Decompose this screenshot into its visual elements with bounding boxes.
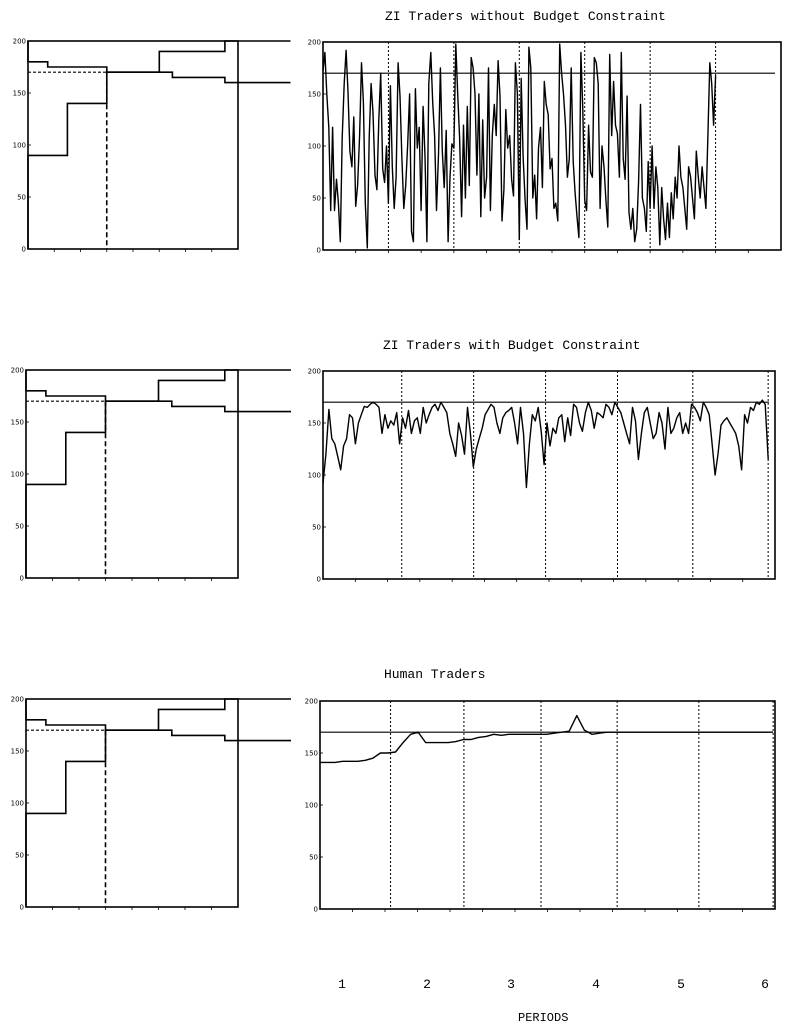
y-tick-label: 100 — [11, 471, 24, 479]
supply-curve — [27, 40, 291, 249]
y-tick-label: 100 — [308, 143, 321, 151]
y-tick-label: 150 — [305, 750, 318, 758]
y-tick-label: 50 — [17, 194, 26, 202]
title-zi-no-budget: ZI Traders without Budget Constraint — [385, 9, 666, 24]
y-tick-label: 0 — [314, 906, 318, 914]
y-tick-label: 200 — [308, 39, 321, 47]
y-tick-label: 0 — [20, 575, 24, 583]
sd-panel-2: 0 50 100 150 200 — [11, 367, 291, 583]
period-label: 6 — [761, 977, 769, 992]
y-tick-label: 100 — [11, 800, 24, 808]
transaction-price-series — [320, 714, 774, 764]
y-tick-label: 50 — [15, 523, 24, 531]
y-tick-label: 150 — [308, 420, 321, 428]
title-human: Human Traders — [384, 667, 485, 682]
y-tick-label: 50 — [312, 524, 321, 532]
y-tick-label: 100 — [308, 472, 321, 480]
sd-panel-3: 0 50 100 150 200 — [11, 696, 291, 912]
price-panel-human: 0 50 100 150 200 — [305, 698, 776, 914]
price-panel-zi-budget: 0 50 100 150 200 — [308, 368, 776, 584]
period-labels: 1 2 3 4 5 6 — [338, 977, 769, 992]
price-panel-zi-no-budget: 0 50 100 150 200 — [308, 39, 782, 255]
y-tick-label: 200 — [13, 38, 26, 46]
period-label: 4 — [592, 977, 600, 992]
x-axis-label: PERIODS — [518, 1011, 568, 1025]
y-tick-label: 200 — [305, 698, 318, 706]
y-tick-label: 0 — [317, 576, 321, 584]
y-tick-label: 200 — [11, 367, 24, 375]
y-tick-label: 150 — [13, 90, 26, 98]
period-label: 3 — [507, 977, 515, 992]
supply-curve — [25, 698, 291, 907]
y-tick-label: 100 — [305, 802, 318, 810]
transaction-price-series — [322, 399, 769, 489]
y-tick-label: 150 — [11, 419, 24, 427]
y-tick-label: 50 — [15, 852, 24, 860]
sd-panel-1: 0 50 100 150 200 — [13, 38, 291, 254]
y-tick-label: 200 — [11, 696, 24, 704]
period-label: 1 — [338, 977, 346, 992]
period-label: 5 — [677, 977, 685, 992]
supply-curve — [25, 369, 291, 578]
y-tick-label: 50 — [309, 854, 318, 862]
transaction-price-series — [322, 43, 717, 249]
y-tick-label: 100 — [13, 142, 26, 150]
y-tick-label: 50 — [312, 195, 321, 203]
y-tick-label: 200 — [308, 368, 321, 376]
period-label: 2 — [423, 977, 431, 992]
y-tick-label: 150 — [11, 748, 24, 756]
title-zi-budget: ZI Traders with Budget Constraint — [383, 338, 640, 353]
y-tick-label: 0 — [22, 246, 26, 254]
y-tick-label: 0 — [20, 904, 24, 912]
y-tick-label: 0 — [317, 247, 321, 255]
y-tick-label: 150 — [308, 91, 321, 99]
